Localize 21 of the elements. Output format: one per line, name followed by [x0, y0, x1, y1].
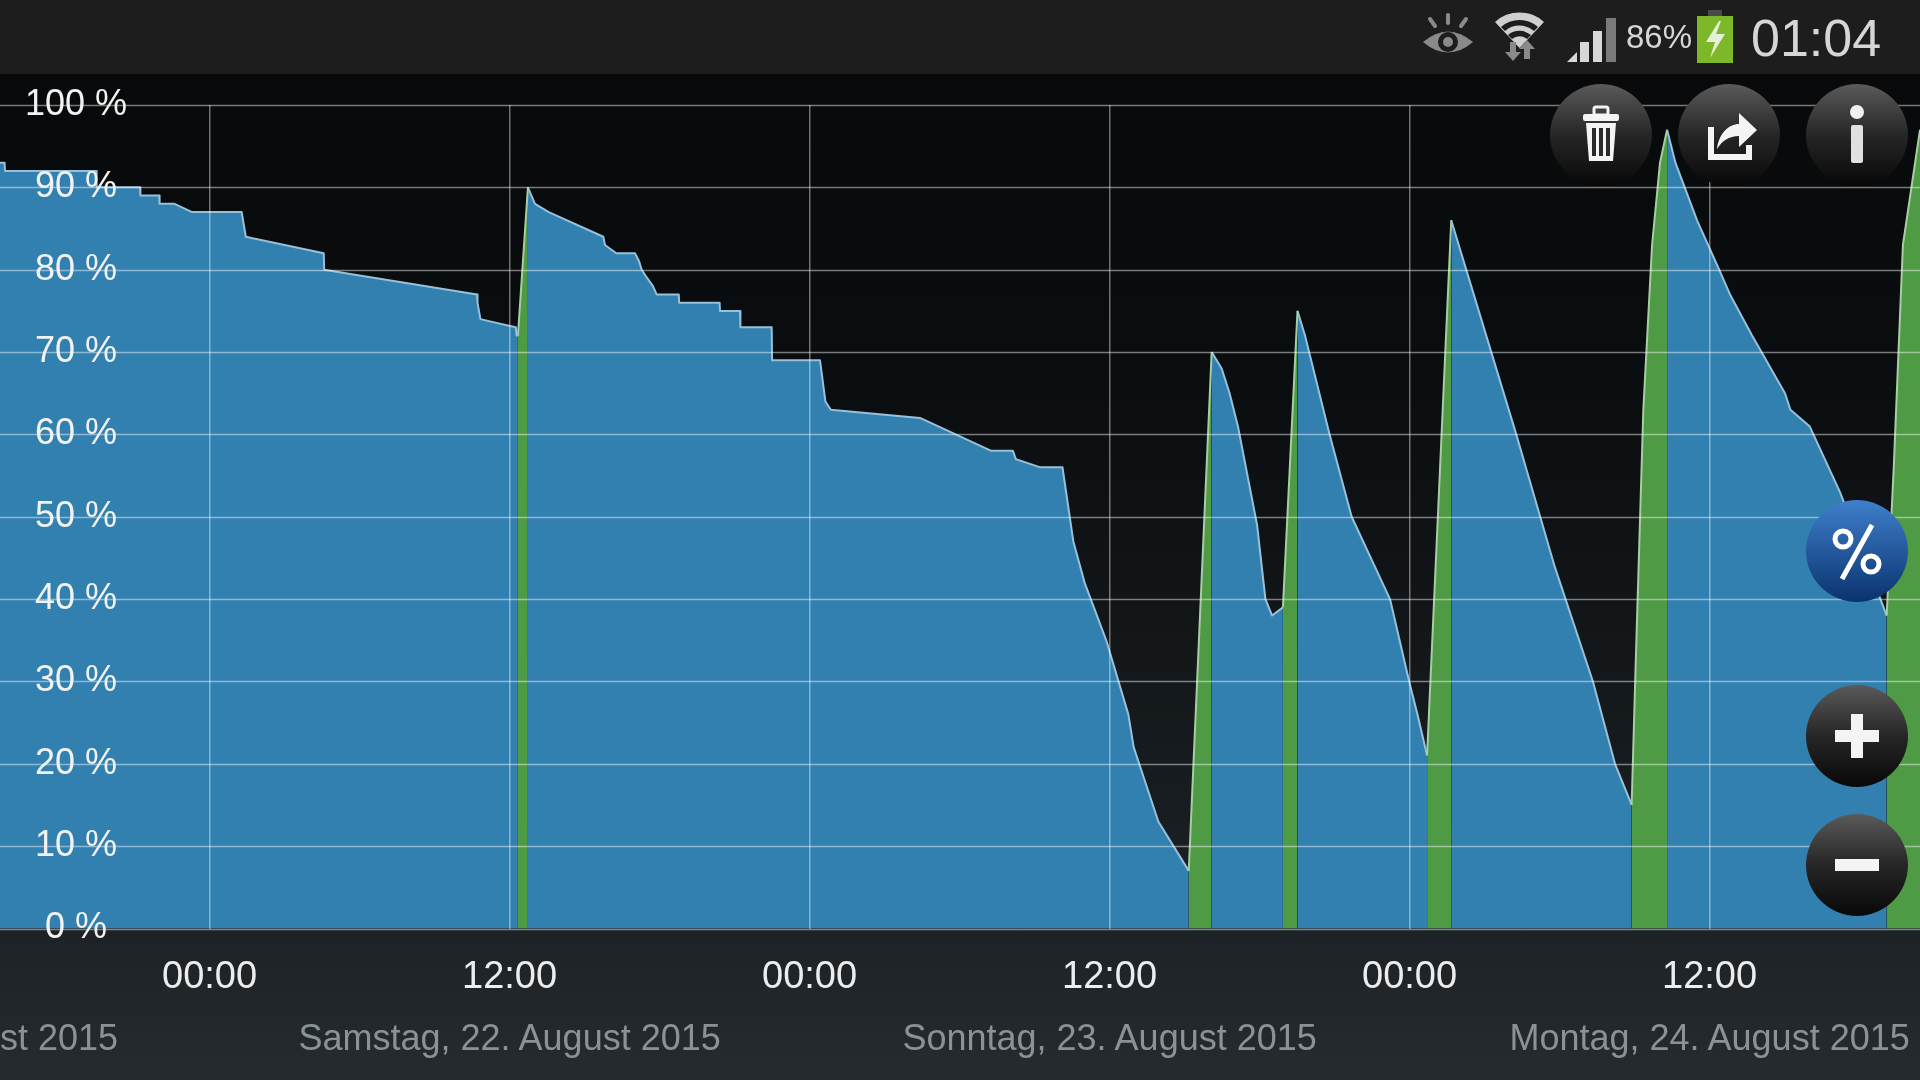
y-tick-label: 50 %	[35, 493, 118, 535]
x-tick-label: 00:00	[162, 953, 258, 996]
y-tick-label: 40 %	[35, 576, 118, 618]
y-tick-label: 30 %	[35, 658, 118, 700]
x-tick-label: 12:00	[1662, 953, 1758, 996]
y-tick-label: 60 %	[35, 411, 118, 453]
x-tick-label: 12:00	[462, 953, 558, 996]
x-tick-label: 00:00	[1362, 953, 1458, 996]
y-tick-label: 80 %	[35, 246, 118, 288]
y-tick-label: 10 %	[35, 823, 118, 865]
y-tick-label: 100 %	[25, 81, 128, 123]
text: st 2015	[0, 1017, 119, 1059]
y-tick-label: 20 %	[35, 740, 118, 782]
y-tick-label: 70 %	[35, 328, 118, 370]
x2-tick-label: Sonntag, 23. August 2015	[902, 1017, 1317, 1059]
text: 86%	[1626, 18, 1693, 55]
x2-tick-label: Montag, 24. August 2015	[1509, 1017, 1910, 1059]
x2-tick-label: Samstag, 22. August 2015	[298, 1017, 721, 1059]
text: 01:04	[1751, 9, 1882, 67]
x-tick-label: 12:00	[1062, 953, 1158, 996]
x-tick-label: 00:00	[762, 953, 858, 996]
